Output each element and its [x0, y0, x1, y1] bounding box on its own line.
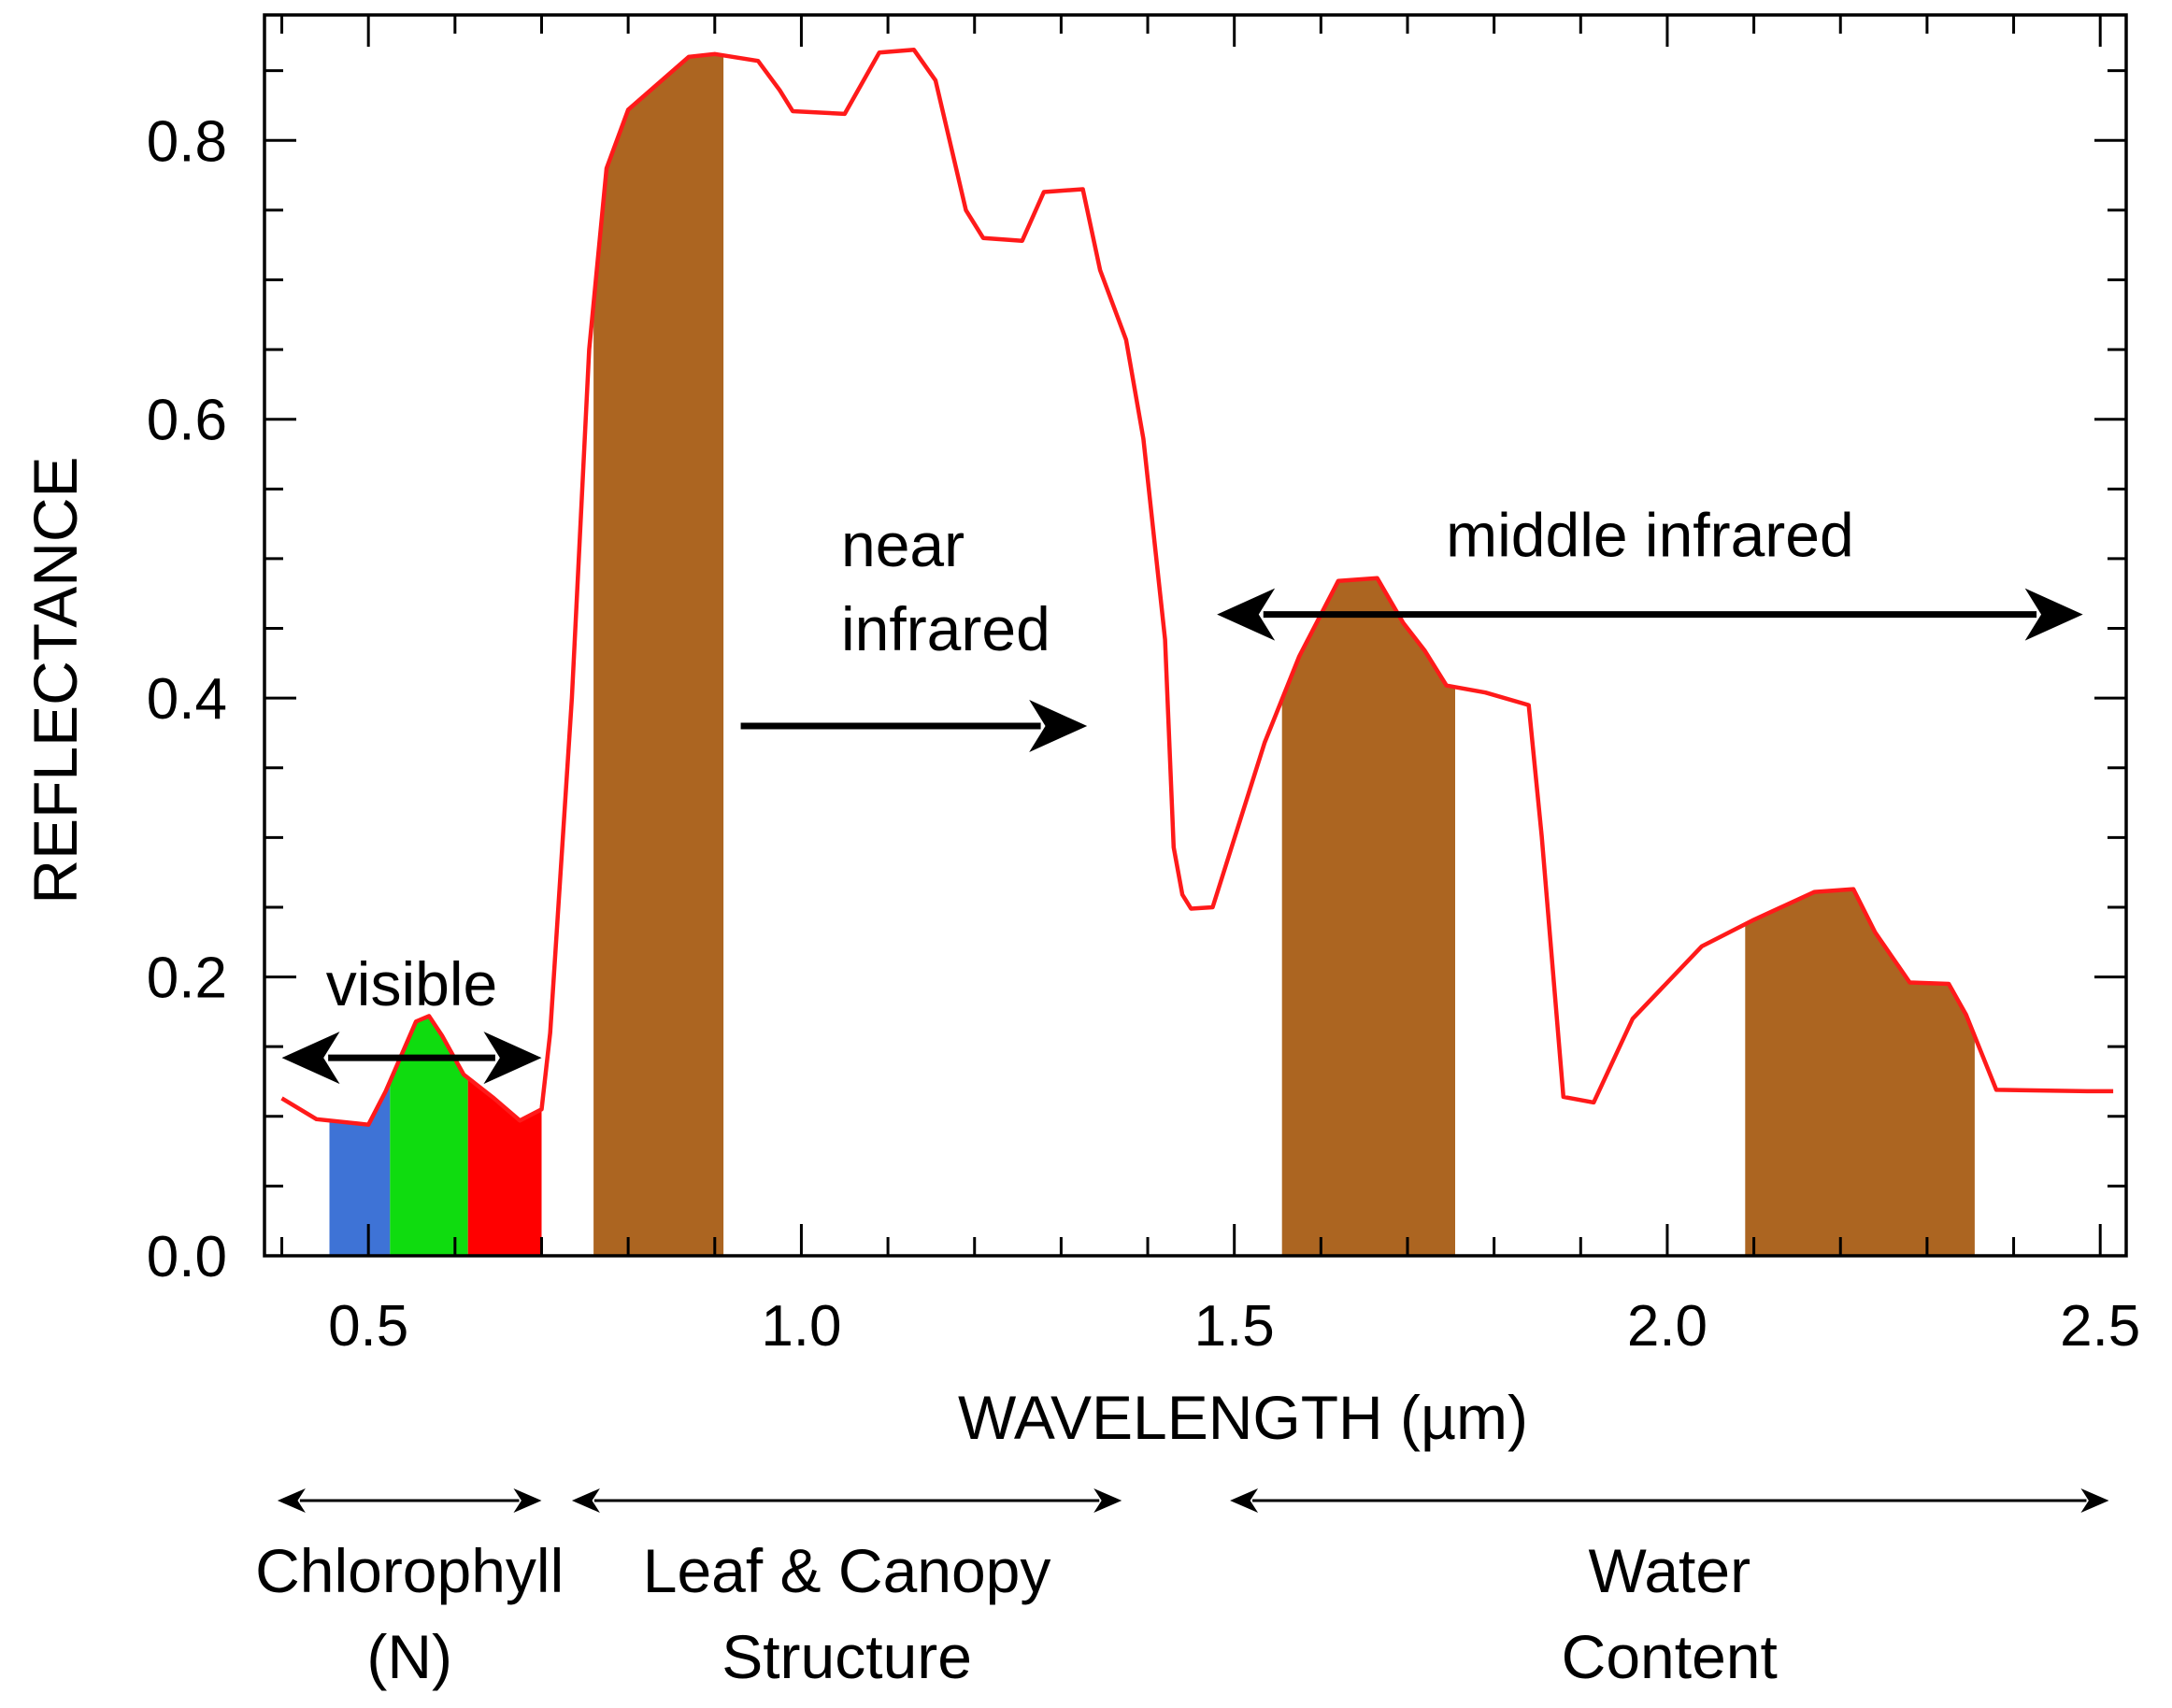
- band-4: [1281, 577, 1455, 1256]
- annotations: visible near infrared middle infrared: [281, 501, 2083, 1085]
- bottom-range-arrow-0-head-right: [513, 1488, 542, 1513]
- y-tick-label: 0.0: [147, 1225, 227, 1289]
- bottom-range-label-0-line-0: Chlorophyll: [255, 1536, 564, 1605]
- annotation-arrow-1-head-right: [1029, 699, 1088, 752]
- bottom-range-label-1-line-0: Leaf & Canopy: [643, 1536, 1051, 1605]
- x-tick-label: 0.5: [328, 1294, 408, 1359]
- bottom-range-label-2-line-0: Water: [1588, 1536, 1750, 1605]
- plot-frame: [263, 13, 2128, 1258]
- annotation-label-0: visible: [326, 949, 497, 1018]
- bottom-range-arrow-1-head-left: [571, 1488, 600, 1513]
- y-tick-label: 0.4: [147, 667, 227, 732]
- annotation-label-2: middle infrared: [1446, 501, 1854, 570]
- annotation-arrow-2-head-left: [1217, 588, 1276, 641]
- bottom-range-arrow-0-head-left: [277, 1488, 306, 1513]
- colored-bands: [329, 53, 1975, 1256]
- band-5: [1745, 889, 1975, 1256]
- annotation-arrow-1: [740, 699, 1088, 752]
- y-axis-label: REFLECTANCE: [21, 456, 90, 904]
- series-layer: [280, 48, 2114, 1127]
- annotation-arrow-2: [1217, 588, 2083, 641]
- x-axis-label: WAVELENGTH (µm): [958, 1383, 1528, 1452]
- x-tick-label: 2.0: [1627, 1294, 1708, 1359]
- bottom-range-label-1-line-1: Structure: [722, 1622, 972, 1691]
- bottom-range-label-0-line-1: (N): [366, 1622, 452, 1691]
- band-1: [390, 1016, 468, 1256]
- bottom-ranges: Chlorophyll (N) Leaf & Canopy Structure Wate…: [255, 1488, 2109, 1691]
- x-tick-label: 1.5: [1194, 1294, 1275, 1359]
- band-2: [467, 1077, 542, 1256]
- annotation-label-1-line-1: infrared: [841, 594, 1050, 663]
- bottom-range-arrow-1-head-right: [1093, 1488, 1122, 1513]
- bottom-range-arrow-1: [571, 1488, 1122, 1513]
- axes: 0.0 0.2 0.4 0.6 0.8 0.5 1.0 1.5 2.0 2.5 WAVELENGTH…: [21, 13, 2140, 1452]
- y-tick-label: 0.6: [147, 389, 227, 453]
- annotation-label-1-line-0: near: [841, 510, 965, 579]
- annotation-arrow-2-head-right: [2024, 588, 2083, 641]
- annotation-arrow-0: [281, 1032, 542, 1085]
- x-tick-label: 2.5: [2060, 1294, 2140, 1359]
- bottom-range-arrow-2-head-right: [2080, 1488, 2109, 1513]
- y-tick-label: 0.2: [147, 947, 227, 1011]
- annotation-arrow-0-head-right: [483, 1032, 542, 1085]
- bottom-range-arrow-2-head-left: [1230, 1488, 1259, 1513]
- bottom-range-arrow-2: [1230, 1488, 2109, 1513]
- bottom-range-arrow-0: [277, 1488, 542, 1513]
- y-tick-label: 0.8: [147, 109, 227, 174]
- band-0: [329, 1081, 391, 1256]
- series-line-0: [280, 48, 2114, 1127]
- band-3: [593, 53, 724, 1256]
- bottom-range-label-2-line-1: Content: [1562, 1622, 1778, 1691]
- annotation-arrow-0-head-left: [281, 1032, 340, 1085]
- x-tick-label: 1.0: [761, 1294, 841, 1359]
